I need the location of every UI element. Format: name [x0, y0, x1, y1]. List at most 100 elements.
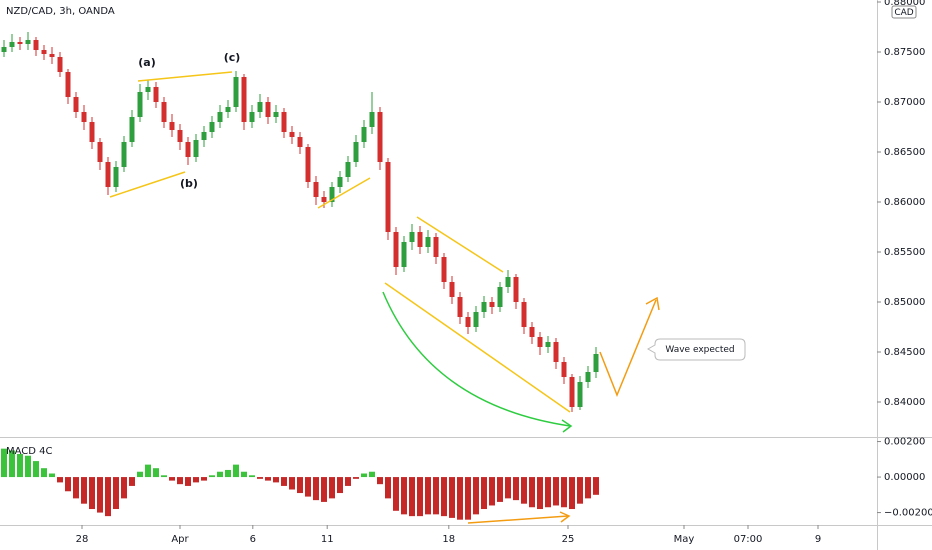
- candle-body: [361, 127, 367, 142]
- candle-body: [1, 47, 7, 52]
- histogram-bar: [585, 477, 591, 499]
- indicator-title: MACD 4C: [6, 446, 53, 457]
- candle-body: [569, 377, 575, 407]
- candle-body: [537, 337, 543, 347]
- histogram-bar: [505, 477, 511, 499]
- x-tick-label: 28: [76, 534, 89, 545]
- candle-body: [417, 232, 423, 247]
- candle-body: [249, 112, 255, 122]
- y-tick-label: 0.00000: [884, 472, 925, 483]
- histogram-bar: [89, 477, 95, 510]
- histogram-bar: [569, 477, 575, 510]
- histogram-bar: [249, 475, 255, 478]
- candle-body: [481, 302, 487, 312]
- candle-body: [273, 112, 279, 117]
- x-tick-label: 07:00: [734, 534, 763, 545]
- histogram-bar: [305, 477, 311, 497]
- candle-body: [377, 112, 383, 162]
- y-tick-label: 0.88000: [884, 0, 925, 8]
- candle-body: [41, 50, 47, 54]
- x-tick-label: 18: [442, 534, 455, 545]
- histogram-bar: [145, 464, 151, 478]
- arrow-head: [559, 511, 571, 523]
- x-tick-label: Apr: [171, 534, 189, 545]
- histogram-bar: [161, 475, 167, 478]
- candle-body: [289, 132, 295, 137]
- trend-line: [137, 71, 233, 82]
- histogram-bar: [41, 468, 47, 478]
- candle-body: [257, 102, 263, 112]
- y-tick-label: 0.86500: [884, 147, 925, 158]
- histogram-bar: [209, 475, 215, 478]
- histogram-bar: [553, 477, 559, 506]
- histogram-bar: [297, 477, 303, 494]
- histogram-bar: [313, 477, 319, 501]
- candle-body: [465, 317, 471, 327]
- arrow-head: [561, 419, 573, 433]
- candle-body: [265, 102, 271, 117]
- histogram-bar: [289, 477, 295, 490]
- candle-body: [73, 97, 79, 112]
- candle-body: [113, 167, 119, 187]
- arrow-head: [645, 296, 660, 311]
- histogram-bar: [73, 477, 79, 499]
- histogram-bar: [113, 477, 119, 510]
- histogram-bar: [137, 471, 143, 478]
- y-tick-label: 0.84500: [884, 347, 925, 358]
- histogram-bar: [49, 473, 55, 478]
- candle-body: [473, 312, 479, 327]
- drawings: [109, 71, 660, 524]
- candle-body: [81, 112, 87, 122]
- histogram-bar: [281, 477, 287, 486]
- candle-body: [593, 354, 599, 372]
- candle-body: [369, 112, 375, 127]
- wave-label: (b): [180, 177, 198, 190]
- histogram-bar: [473, 477, 479, 515]
- candle-body: [505, 277, 511, 287]
- histogram-bar: [537, 477, 543, 510]
- trend-line: [416, 216, 504, 273]
- histogram-bar: [449, 477, 455, 518]
- candle-body: [305, 147, 311, 182]
- histogram-bar: [337, 477, 343, 494]
- x-tick-label: 11: [321, 534, 334, 545]
- histogram-bar: [105, 477, 111, 517]
- candle-body: [49, 54, 55, 57]
- candle-body: [217, 112, 223, 122]
- histogram-bar: [241, 471, 247, 478]
- y-tick-label: −0.00200: [884, 508, 932, 519]
- histogram-bar: [433, 477, 439, 515]
- histogram-bar: [425, 477, 431, 515]
- histogram-bar: [417, 477, 423, 517]
- histogram-bar: [169, 477, 175, 481]
- histogram-bar: [489, 477, 495, 506]
- candle-body: [225, 107, 231, 112]
- candle-body: [233, 77, 239, 107]
- candle-body: [65, 72, 71, 97]
- histogram-bar: [593, 477, 599, 495]
- candle-body: [201, 132, 207, 140]
- trend-line: [109, 171, 186, 198]
- histogram-bar: [441, 477, 447, 517]
- candle-body: [153, 87, 159, 102]
- histogram-bar: [513, 477, 519, 501]
- arc-arrow: [382, 291, 571, 427]
- x-tick-label: 9: [815, 534, 821, 545]
- y-tick-label: 0.84000: [884, 397, 925, 408]
- histogram-bar: [321, 477, 327, 502]
- candle-body: [281, 112, 287, 132]
- candle-body: [105, 162, 111, 187]
- histogram-bar: [121, 477, 127, 499]
- histogram-bar: [1, 448, 7, 478]
- candle-body: [9, 42, 15, 47]
- x-tick-label: 6: [250, 534, 256, 545]
- histogram-bar: [97, 477, 103, 513]
- histogram-bar: [177, 477, 183, 485]
- candle-body: [385, 162, 391, 232]
- histogram-bar: [393, 477, 399, 511]
- candle-body: [553, 342, 559, 362]
- candle-body: [489, 302, 495, 307]
- histogram-bar: [17, 453, 23, 478]
